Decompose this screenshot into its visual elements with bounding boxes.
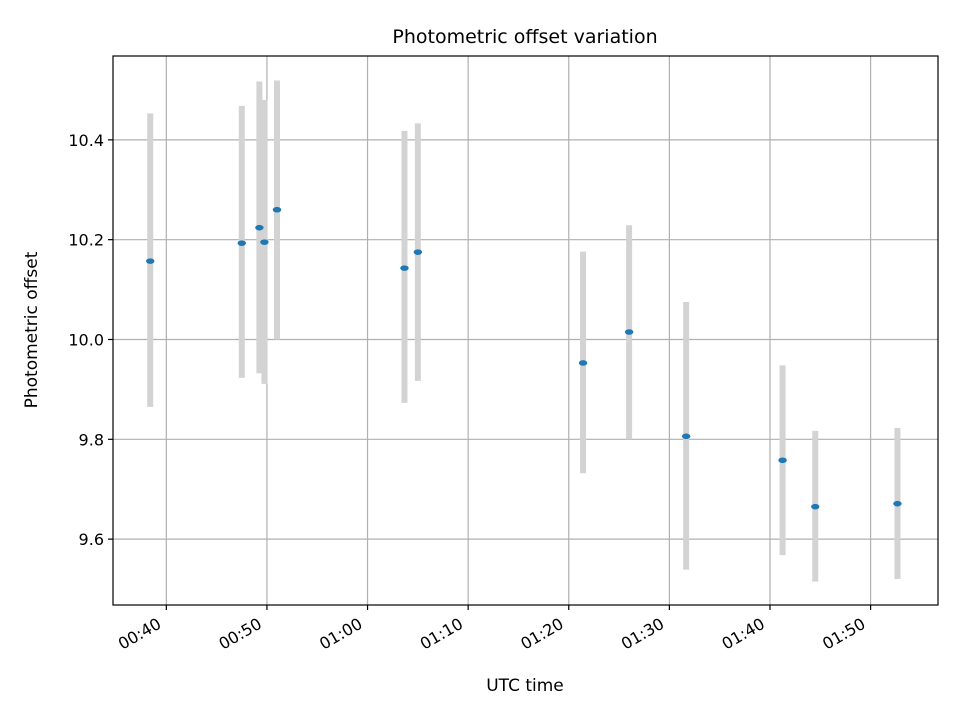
y-tick-label: 9.6 <box>79 530 104 549</box>
data-point <box>578 360 588 366</box>
data-point <box>255 224 264 231</box>
data-point <box>400 265 409 271</box>
x-tick-label: 01:50 <box>819 614 868 654</box>
data-points <box>146 206 902 510</box>
x-axis-ticks: 00:40 00:50 01:00 01:10 01:20 01:30 01:40 01:50 <box>115 605 872 654</box>
x-tick-label: 01:10 <box>417 614 466 654</box>
data-point <box>413 249 423 255</box>
y-tick-label: 9.8 <box>79 430 104 449</box>
y-axis-title: Photometric offset <box>22 251 42 408</box>
data-point <box>681 433 691 440</box>
data-point <box>146 258 155 264</box>
x-tick-label: 01:30 <box>618 614 667 654</box>
data-point <box>260 239 269 245</box>
x-tick-label: 00:40 <box>115 614 164 654</box>
data-point <box>893 500 902 507</box>
x-tick-label: 00:50 <box>216 614 265 654</box>
y-tick-label: 10.2 <box>68 231 104 250</box>
data-point <box>237 240 246 246</box>
x-tick-label: 01:00 <box>316 614 365 654</box>
x-tick-label: 01:40 <box>719 614 768 654</box>
plot-area-frame <box>112 55 939 606</box>
data-point <box>811 503 820 510</box>
grid <box>113 56 938 605</box>
y-axis-ticks: 9.6 9.8 10.0 10.2 10.4 <box>68 131 113 549</box>
y-tick-label: 10.0 <box>68 330 104 349</box>
error-bars <box>147 80 901 582</box>
data-point <box>778 457 787 464</box>
x-axis-title: UTC time <box>486 676 564 696</box>
chart-title: Photometric offset variation <box>392 26 657 48</box>
y-tick-label: 10.4 <box>68 131 104 150</box>
data-point <box>272 206 282 213</box>
x-tick-label: 01:20 <box>517 614 566 654</box>
data-point <box>624 329 634 335</box>
